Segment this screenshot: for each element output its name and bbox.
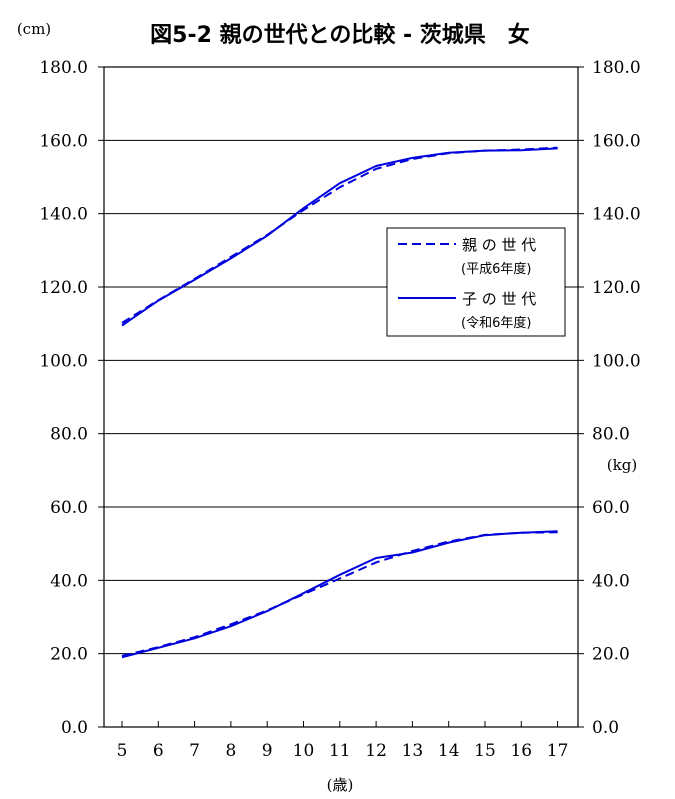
y-tick-label-right: 120.0 xyxy=(592,278,641,298)
legend-period-child: (令和6年度) xyxy=(461,315,531,331)
x-tick-label: 13 xyxy=(402,741,424,761)
gridlines xyxy=(104,139,578,655)
x-tick-label: 5 xyxy=(117,741,128,761)
x-tick-label: 14 xyxy=(438,741,460,761)
x-axis-label: (歳) xyxy=(327,776,354,794)
x-tick-label: 7 xyxy=(189,741,200,761)
legend-label-child: 子 の 世 代 xyxy=(462,290,536,308)
right-y-tick-labels: 0.0 20.0 40.0 60.0 80.0 100.0 120.0 140.0 160.0 1… xyxy=(592,58,641,738)
y-tick-label-right: 80.0 xyxy=(592,425,630,445)
y-tick-label-right: 60.0 xyxy=(592,498,630,518)
y-tick-label-right: 100.0 xyxy=(592,351,641,371)
x-tick-label: 8 xyxy=(225,741,236,761)
x-tick-label: 6 xyxy=(153,741,164,761)
legend-box xyxy=(386,227,566,337)
plot-frame xyxy=(103,66,579,728)
y-tick-label-right: 140.0 xyxy=(592,205,641,225)
y-tick-label-left: 0.0 xyxy=(61,718,88,738)
x-tick-label: 17 xyxy=(547,741,569,761)
y-tick-label-left: 160.0 xyxy=(39,131,88,151)
y-tick-label-left: 100.0 xyxy=(39,351,88,371)
x-tick-labels: 5 6 7 8 9 10 11 12 13 14 15 16 17 xyxy=(117,741,569,761)
series-line-weight-dashed xyxy=(121,531,558,657)
axis-ticks xyxy=(98,66,584,728)
left-axis-unit: (cm) xyxy=(17,20,51,38)
y-tick-label-left: 20.0 xyxy=(50,645,88,665)
y-tick-label-left: 60.0 xyxy=(50,498,88,518)
x-tick-label: 15 xyxy=(474,741,496,761)
x-tick-label: 12 xyxy=(365,741,387,761)
y-tick-label-right: 0.0 xyxy=(592,718,619,738)
x-tick-label: 9 xyxy=(262,741,273,761)
y-tick-label-right: 180.0 xyxy=(592,58,641,78)
series-line-weight-solid xyxy=(121,530,558,659)
left-y-tick-labels: 0.0 20.0 40.0 60.0 80.0 100.0 120.0 140.0 160.0 1… xyxy=(39,58,88,738)
y-tick-label-right: 40.0 xyxy=(592,571,630,591)
y-tick-label-left: 140.0 xyxy=(39,205,88,225)
x-tick-label: 16 xyxy=(510,741,532,761)
y-tick-label-left: 80.0 xyxy=(50,425,88,445)
y-tick-label-right: 20.0 xyxy=(592,645,630,665)
right-axis-unit: (kg) xyxy=(607,456,637,474)
y-tick-label-left: 120.0 xyxy=(39,278,88,298)
legend: 親 の 世 代 (平成6年度) 子 の 世 代 (令和6年度) xyxy=(386,227,566,337)
series-lines xyxy=(121,146,558,659)
chart-title: 図5-2 親の世代との比較 - 茨城県 女 xyxy=(150,22,530,48)
legend-period-parent: (平成6年度) xyxy=(461,261,531,277)
series-line-height-solid xyxy=(121,147,558,327)
x-tick-label: 11 xyxy=(329,741,351,761)
y-tick-label-left: 180.0 xyxy=(39,58,88,78)
x-tick-label: 10 xyxy=(293,741,315,761)
y-tick-label-right: 160.0 xyxy=(592,131,641,151)
legend-label-parent: 親 の 世 代 xyxy=(462,236,536,254)
y-tick-label-left: 40.0 xyxy=(50,571,88,591)
